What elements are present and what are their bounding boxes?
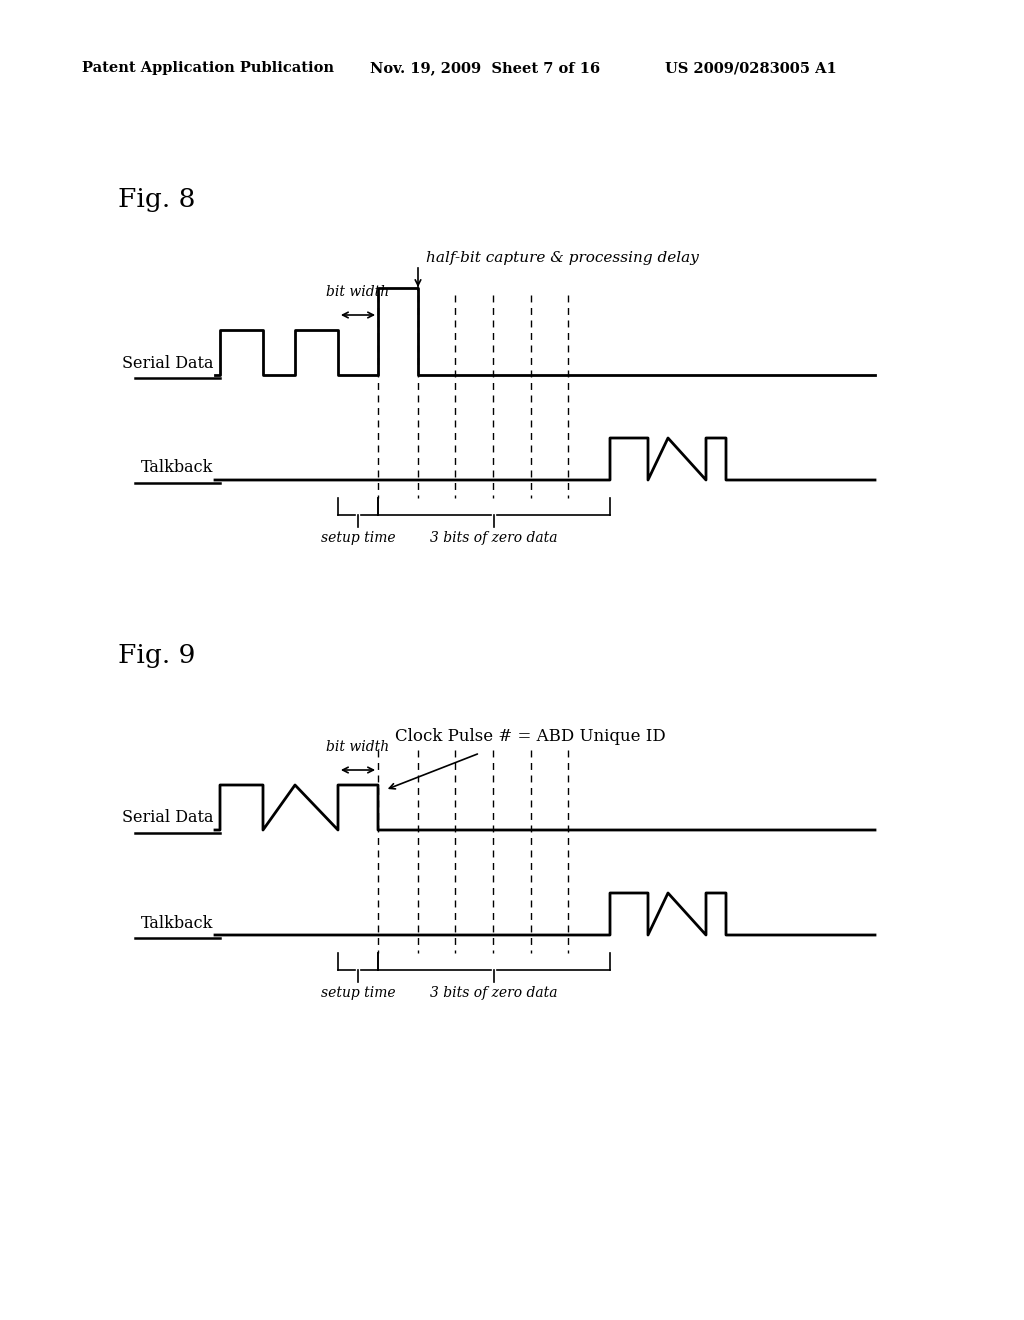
Text: 3 bits of zero data: 3 bits of zero data (430, 986, 558, 1001)
Text: 3 bits of zero data: 3 bits of zero data (430, 531, 558, 545)
Text: Talkback: Talkback (140, 915, 213, 932)
Text: Serial Data: Serial Data (122, 809, 213, 826)
Text: bit width: bit width (327, 285, 389, 300)
Text: Fig. 9: Fig. 9 (118, 643, 196, 668)
Text: half-bit capture & processing delay: half-bit capture & processing delay (426, 251, 698, 265)
Text: Clock Pulse # = ABD Unique ID: Clock Pulse # = ABD Unique ID (394, 729, 666, 744)
Text: US 2009/0283005 A1: US 2009/0283005 A1 (665, 61, 837, 75)
Text: Talkback: Talkback (140, 459, 213, 477)
Text: setup time: setup time (321, 986, 395, 1001)
Text: Patent Application Publication: Patent Application Publication (82, 61, 334, 75)
Text: setup time: setup time (321, 531, 395, 545)
Text: Fig. 8: Fig. 8 (118, 187, 196, 213)
Text: bit width: bit width (327, 741, 389, 754)
Text: Nov. 19, 2009  Sheet 7 of 16: Nov. 19, 2009 Sheet 7 of 16 (370, 61, 600, 75)
Text: Serial Data: Serial Data (122, 355, 213, 371)
